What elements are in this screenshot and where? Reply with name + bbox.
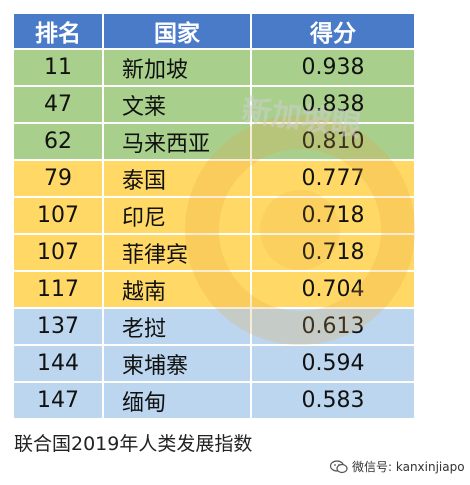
rank-cell: 117 [12, 270, 104, 309]
score-cell: 0.704 [250, 270, 416, 309]
table-row: 11 新加坡 0.938 [12, 48, 416, 87]
rank-cell: 62 [12, 122, 104, 161]
table-row: 107 印尼 0.718 [12, 196, 416, 235]
table-row: 147 缅甸 0.583 [12, 381, 416, 420]
table-row: 144 柬埔寨 0.594 [12, 344, 416, 383]
rank-cell: 107 [12, 233, 104, 272]
country-cell: 越南 [102, 270, 252, 309]
score-cell: 0.777 [250, 159, 416, 198]
country-cell: 马来西亚 [102, 122, 252, 161]
score-cell: 0.583 [250, 381, 416, 420]
wechat-label: 微信号: kanxinjiapo [352, 460, 465, 474]
wechat-icon [330, 459, 348, 473]
wechat-id: 微信号: kanxinjiapo [330, 458, 465, 475]
score-cell: 0.718 [250, 196, 416, 235]
country-cell: 印尼 [102, 196, 252, 235]
table-row: 107 菲律宾 0.718 [12, 233, 416, 272]
table-row: 117 越南 0.704 [12, 270, 416, 309]
country-cell: 缅甸 [102, 381, 252, 420]
score-cell: 0.594 [250, 344, 416, 383]
table-row: 47 文莱 0.838 [12, 85, 416, 124]
country-cell: 菲律宾 [102, 233, 252, 272]
score-cell: 0.938 [250, 48, 416, 87]
rank-cell: 147 [12, 381, 104, 420]
score-cell: 0.718 [250, 233, 416, 272]
header-rank: 排名 [12, 12, 104, 50]
header-score: 得分 [250, 12, 416, 50]
table-caption: 联合国2019年人类发展指数 [14, 433, 253, 455]
rank-cell: 11 [12, 48, 104, 87]
rank-cell: 137 [12, 307, 104, 346]
score-cell: 0.810 [250, 122, 416, 161]
table-header-row: 排名 国家 得分 [12, 12, 416, 50]
country-cell: 泰国 [102, 159, 252, 198]
hdi-table-container: 排名 国家 得分 11 新加坡 0.938 47 文莱 0.838 62 马来西… [12, 12, 416, 420]
header-country: 国家 [102, 12, 252, 50]
rank-cell: 144 [12, 344, 104, 383]
country-cell: 新加坡 [102, 48, 252, 87]
score-cell: 0.838 [250, 85, 416, 124]
rank-cell: 79 [12, 159, 104, 198]
country-cell: 文莱 [102, 85, 252, 124]
rank-cell: 47 [12, 85, 104, 124]
table-row: 62 马来西亚 0.810 [12, 122, 416, 161]
country-cell: 老挝 [102, 307, 252, 346]
country-cell: 柬埔寨 [102, 344, 252, 383]
hdi-table: 排名 国家 得分 11 新加坡 0.938 47 文莱 0.838 62 马来西… [12, 12, 416, 420]
table-row: 79 泰国 0.777 [12, 159, 416, 198]
table-row: 137 老挝 0.613 [12, 307, 416, 346]
table-body: 11 新加坡 0.938 47 文莱 0.838 62 马来西亚 0.810 7… [12, 48, 416, 420]
score-cell: 0.613 [250, 307, 416, 346]
rank-cell: 107 [12, 196, 104, 235]
